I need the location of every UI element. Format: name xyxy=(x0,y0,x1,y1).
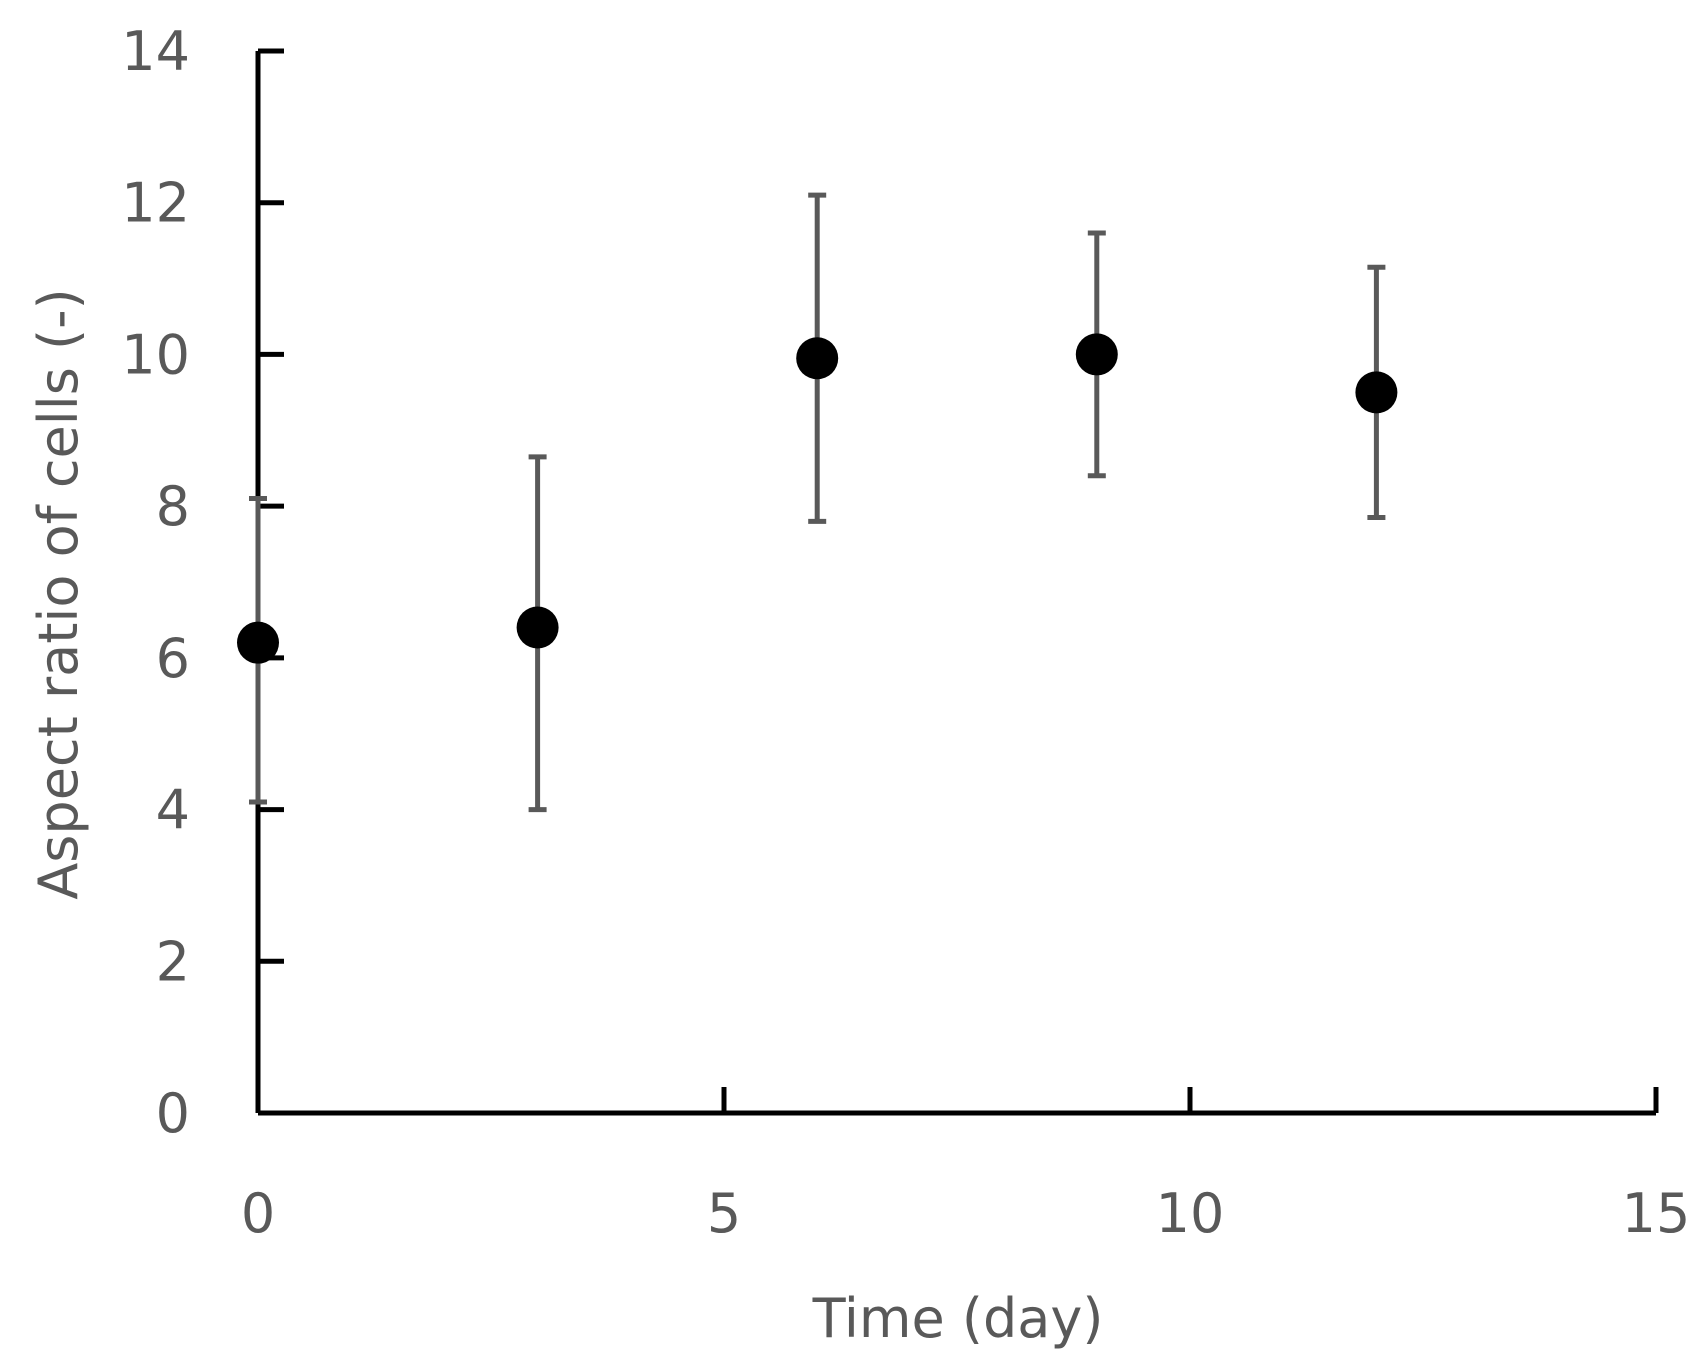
data-point xyxy=(1075,333,1118,376)
tick-labels: 0 2 4 6 8 10 12 14 0 5 10 15 xyxy=(121,20,1690,1245)
y-tick-label: 14 xyxy=(121,20,190,83)
error-bars xyxy=(249,192,1386,813)
y-tick-label: 6 xyxy=(156,627,190,690)
x-tick-label: 0 xyxy=(241,1182,275,1245)
y-tick-label: 0 xyxy=(156,1082,190,1145)
data-point xyxy=(1355,371,1398,414)
x-tick-label: 5 xyxy=(707,1182,741,1245)
y-tick-label: 8 xyxy=(156,475,190,538)
data-point xyxy=(796,337,839,380)
y-tick-label: 2 xyxy=(156,930,190,993)
x-tick-label: 10 xyxy=(1156,1182,1225,1245)
y-tick-label: 12 xyxy=(121,172,190,235)
axes xyxy=(255,48,1659,1116)
y-axis-title: Aspect ratio of cells (-) xyxy=(27,288,90,899)
data-point xyxy=(237,621,279,664)
y-tick-label: 4 xyxy=(156,779,190,842)
data-markers xyxy=(237,333,1398,664)
y-tick-label: 10 xyxy=(121,323,190,386)
x-axis-title: Time (day) xyxy=(812,1287,1104,1350)
data-point xyxy=(516,606,559,649)
x-tick-label: 15 xyxy=(1622,1182,1691,1245)
